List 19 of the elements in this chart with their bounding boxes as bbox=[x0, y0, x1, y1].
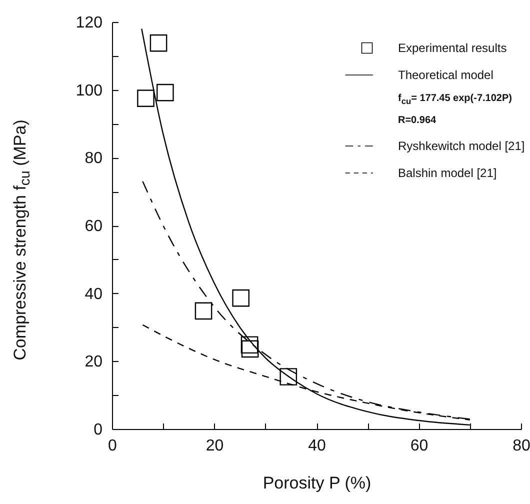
y-tick-label: 80 bbox=[84, 150, 103, 168]
annotation: f$_{cu}$= 177.45 exp(-7.102P) bbox=[398, 92, 513, 108]
y-tick-label: 60 bbox=[84, 218, 103, 235]
legend-label: Theoretical model bbox=[398, 68, 494, 82]
annotation: R=0.964 bbox=[398, 114, 438, 128]
x-tick-label: 40 bbox=[308, 438, 326, 454]
x-axis-title: Porosity P (%) bbox=[262, 474, 372, 492]
x-tick-label: 80 bbox=[512, 438, 530, 454]
legend-label: Ryshkewitch model [21] bbox=[398, 138, 525, 152]
legend-label: Experimental results bbox=[398, 40, 507, 54]
y-tick-label: 120 bbox=[76, 14, 103, 32]
y-tick-label: 40 bbox=[84, 286, 103, 303]
y-tick-label: 100 bbox=[76, 82, 103, 100]
y-tick-label: 20 bbox=[84, 354, 103, 371]
y-tick-label: 0 bbox=[94, 422, 103, 438]
x-tick-label: 60 bbox=[410, 438, 428, 454]
x-tick-label: 0 bbox=[108, 438, 118, 454]
legend-label: Balshin model [21] bbox=[398, 166, 497, 180]
x-tick-label: 20 bbox=[206, 438, 224, 454]
